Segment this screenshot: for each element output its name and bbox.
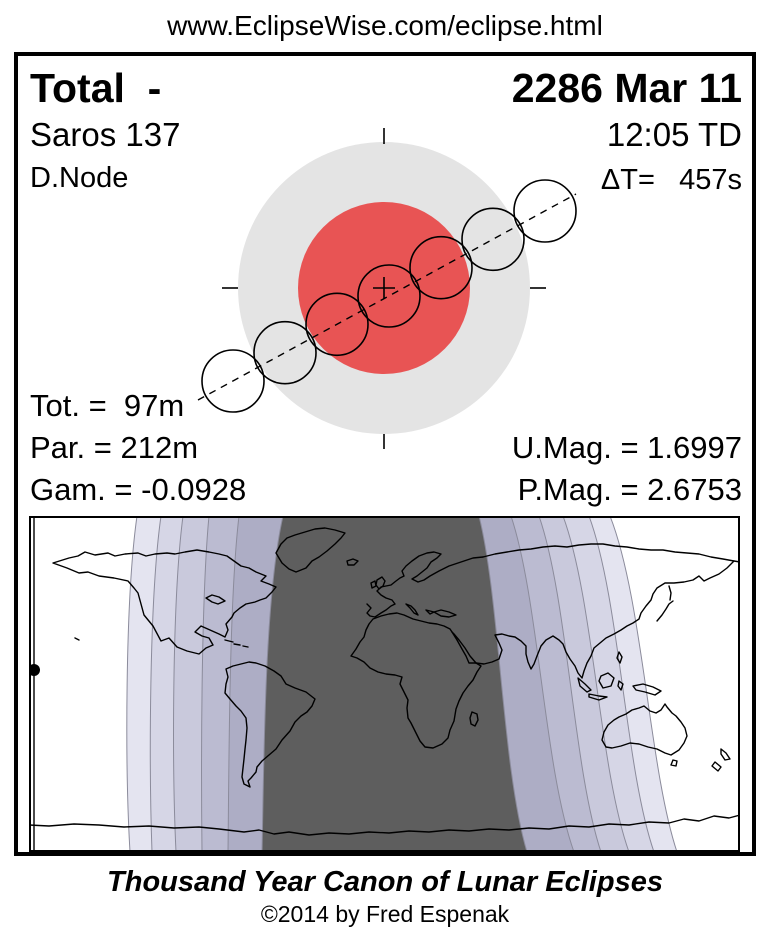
node-label: D.Node xyxy=(30,162,129,194)
moon-disk xyxy=(409,235,473,300)
moon-disks xyxy=(201,179,577,413)
penumbra-circle xyxy=(238,142,530,434)
saros-label: Saros 137 xyxy=(30,116,181,153)
eclipse-date: 2286 Mar 11 xyxy=(511,65,742,111)
delta-t: ΔT= 457s xyxy=(600,164,742,196)
moon-disk xyxy=(461,207,525,272)
moon-disk xyxy=(253,320,317,385)
core-shadow-region xyxy=(261,516,528,852)
center-cross xyxy=(373,277,395,299)
footer-title: Thousand Year Canon of Lunar Eclipses xyxy=(107,866,663,898)
stat-umbral-mag: U.Mag. = 1.6997 xyxy=(511,430,742,465)
stat-penumbral-mag: P.Mag. = 2.6753 xyxy=(517,472,742,507)
moon-disk xyxy=(201,349,265,413)
umbra-circle xyxy=(298,202,470,374)
map-frame xyxy=(29,516,740,852)
visibility-map xyxy=(29,516,740,852)
stat-totality: Tot. = 97m xyxy=(30,388,185,423)
stat-partial: Par. = 212m xyxy=(30,430,199,465)
header-url: www.EclipseWise.com/eclipse.html xyxy=(167,10,603,41)
moon-disk xyxy=(305,292,369,357)
moon-disk xyxy=(357,264,421,328)
stat-gamma: Gam. = -0.0928 xyxy=(30,472,247,507)
eclipse-type: Total - xyxy=(30,65,162,111)
coastlines xyxy=(29,527,740,836)
zenith-dot xyxy=(29,664,40,676)
eclipse-card: Total - 2286 Mar 11 Saros 137 12:05 TD D… xyxy=(14,52,756,856)
moon-path-line xyxy=(197,193,577,401)
moon-disk xyxy=(513,179,577,243)
greatest-time: 12:05 TD xyxy=(606,116,742,153)
footer-copyright: ©2014 by Fred Espenak xyxy=(260,901,510,927)
cardinal-ticks xyxy=(222,128,546,449)
